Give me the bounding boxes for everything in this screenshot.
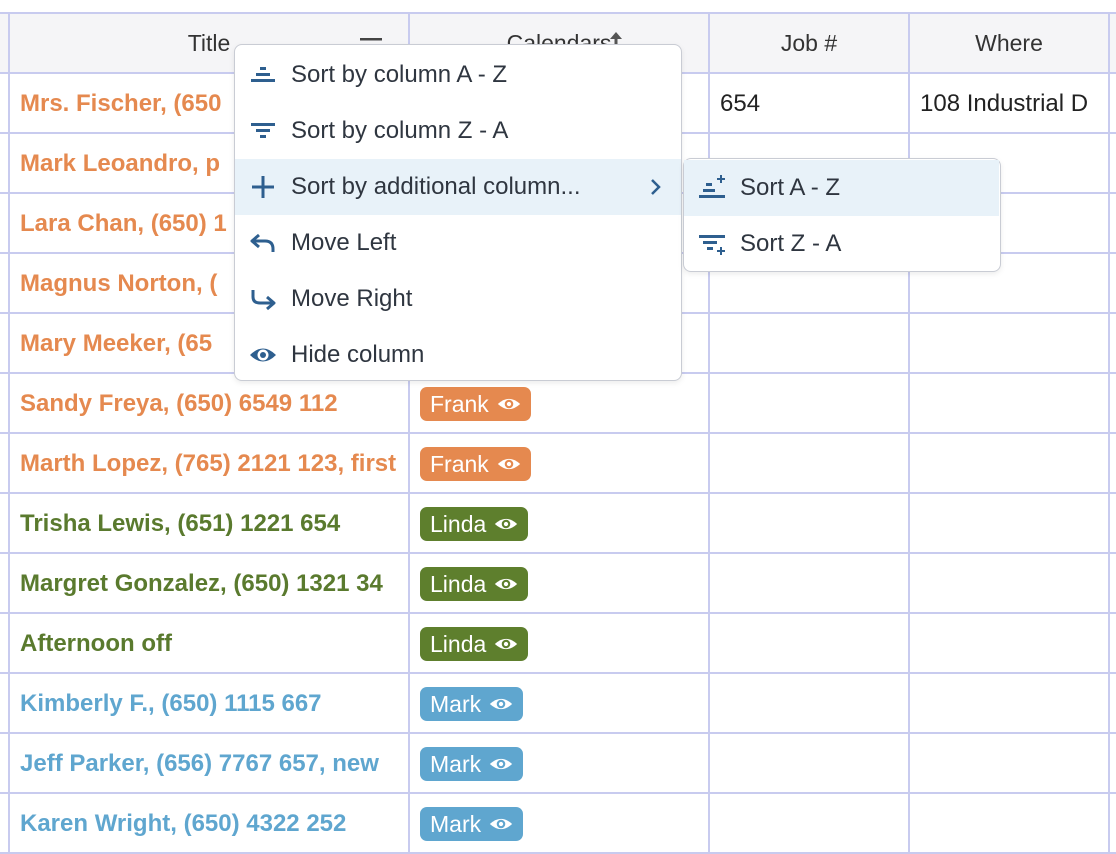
- menu-item-label: Sort by additional column...: [291, 173, 581, 200]
- event-title[interactable]: Kimberly F., (650) 1115 667: [20, 690, 322, 717]
- sort-add-asc-icon: [699, 175, 725, 198]
- column-header-title[interactable]: Title: [10, 12, 408, 72]
- menu-item-move-right[interactable]: Move Right: [235, 271, 681, 327]
- chevron-right-icon: [651, 179, 661, 195]
- grid-divider: [0, 492, 1116, 494]
- menu-item-label: Sort by column A - Z: [291, 61, 508, 88]
- calendar-badge[interactable]: Linda: [420, 507, 529, 541]
- calendar-badge-label: Frank: [430, 391, 489, 417]
- menu-item-sort-additional[interactable]: Sort by additional column...: [235, 159, 681, 215]
- calendar-badge[interactable]: Mark: [420, 687, 524, 721]
- calendar-badge[interactable]: Frank: [420, 447, 531, 481]
- menu-item-sort-desc[interactable]: Sort by column Z - A: [235, 103, 681, 159]
- sort-additional-submenu: Sort A - Z Sort Z - A: [683, 158, 1001, 272]
- job-number-cell[interactable]: 654: [720, 90, 761, 117]
- calendar-badge[interactable]: Frank: [420, 387, 531, 421]
- submenu-item-label: Sort A - Z: [740, 174, 841, 201]
- menu-item-label: Hide column: [291, 341, 425, 368]
- column-menu-icon[interactable]: [360, 38, 382, 52]
- calendar-badge-label: Mark: [430, 811, 482, 837]
- calendar-badge-label: Mark: [430, 691, 482, 717]
- column-context-menu: Sort by column A - Z Sort by column Z - …: [234, 44, 682, 381]
- event-title[interactable]: Marth Lopez, (765) 2121 123, first: [20, 450, 397, 477]
- calendar-badge-label: Linda: [430, 511, 487, 537]
- calendar-badge[interactable]: Mark: [420, 807, 524, 841]
- submenu-item-sort-desc[interactable]: Sort Z - A: [684, 216, 999, 272]
- grid-divider: [0, 12, 1116, 14]
- grid-divider: [0, 612, 1116, 614]
- event-title[interactable]: Karen Wright, (650) 4322 252: [20, 810, 347, 837]
- menu-item-label: Move Left: [291, 229, 397, 256]
- event-title[interactable]: Sandy Freya, (650) 6549 112: [20, 390, 338, 417]
- calendar-badge[interactable]: Linda: [420, 567, 529, 601]
- column-header-where-label: Where: [975, 30, 1043, 56]
- sort-ascending-icon: [610, 32, 622, 50]
- grid-divider: [0, 672, 1116, 674]
- where-cell[interactable]: 108 Industrial D: [920, 90, 1089, 117]
- event-title[interactable]: Mrs. Fischer, (650: [20, 90, 222, 117]
- event-title[interactable]: Magnus Norton, (: [20, 270, 218, 297]
- calendar-badge-label: Linda: [430, 571, 487, 597]
- eye-icon: [489, 698, 513, 710]
- sort-asc-icon: [251, 67, 275, 82]
- grid-divider: [0, 432, 1116, 434]
- calendar-badge-label: Linda: [430, 631, 487, 657]
- calendar-badge-label: Mark: [430, 751, 482, 777]
- move-right-icon: [251, 290, 276, 311]
- eye-icon: [495, 638, 518, 650]
- menu-item-hide-column[interactable]: Hide column: [235, 327, 681, 383]
- plus-icon: [252, 176, 274, 198]
- menu-item-label: Move Right: [291, 285, 413, 312]
- column-header-title-label: Title: [187, 30, 231, 56]
- event-title[interactable]: Lara Chan, (650) 1: [20, 210, 227, 237]
- submenu-item-sort-asc[interactable]: Sort A - Z: [684, 160, 999, 216]
- submenu-item-label: Sort Z - A: [740, 230, 842, 257]
- column-header-job-label: Job #: [780, 30, 838, 56]
- menu-item-label: Sort by column Z - A: [291, 117, 509, 144]
- eye-icon: [497, 458, 520, 470]
- menu-item-move-left[interactable]: Move Left: [235, 215, 681, 271]
- menu-item-sort-asc[interactable]: Sort by column A - Z: [235, 47, 681, 103]
- event-title[interactable]: Mary Meeker, (65: [20, 330, 213, 357]
- event-title[interactable]: Jeff Parker, (656) 7767 657, new: [20, 750, 379, 777]
- grid-divider: [0, 852, 1116, 854]
- eye-icon: [250, 348, 276, 362]
- grid-divider: [0, 732, 1116, 734]
- event-title[interactable]: Mark Leoandro, p: [20, 150, 221, 177]
- calendar-badge[interactable]: Mark: [420, 747, 524, 781]
- eye-icon: [489, 758, 513, 770]
- event-title[interactable]: Trisha Lewis, (651) 1221 654: [20, 510, 341, 537]
- sort-desc-icon: [251, 123, 275, 138]
- event-title[interactable]: Afternoon off: [20, 630, 172, 657]
- sort-add-desc-icon: [699, 235, 725, 255]
- calendar-badge-label: Frank: [430, 451, 489, 477]
- event-title[interactable]: Margret Gonzalez, (650) 1321 34: [20, 570, 383, 597]
- grid-divider: [0, 552, 1116, 554]
- eye-icon: [489, 818, 513, 830]
- move-left-icon: [250, 233, 275, 252]
- eye-icon: [495, 578, 518, 590]
- calendar-badge[interactable]: Linda: [420, 627, 529, 661]
- column-header-job[interactable]: Job #: [710, 12, 908, 72]
- eye-icon: [495, 518, 518, 530]
- eye-icon: [497, 398, 520, 410]
- column-header-where[interactable]: Where: [910, 12, 1108, 72]
- grid-divider: [0, 792, 1116, 794]
